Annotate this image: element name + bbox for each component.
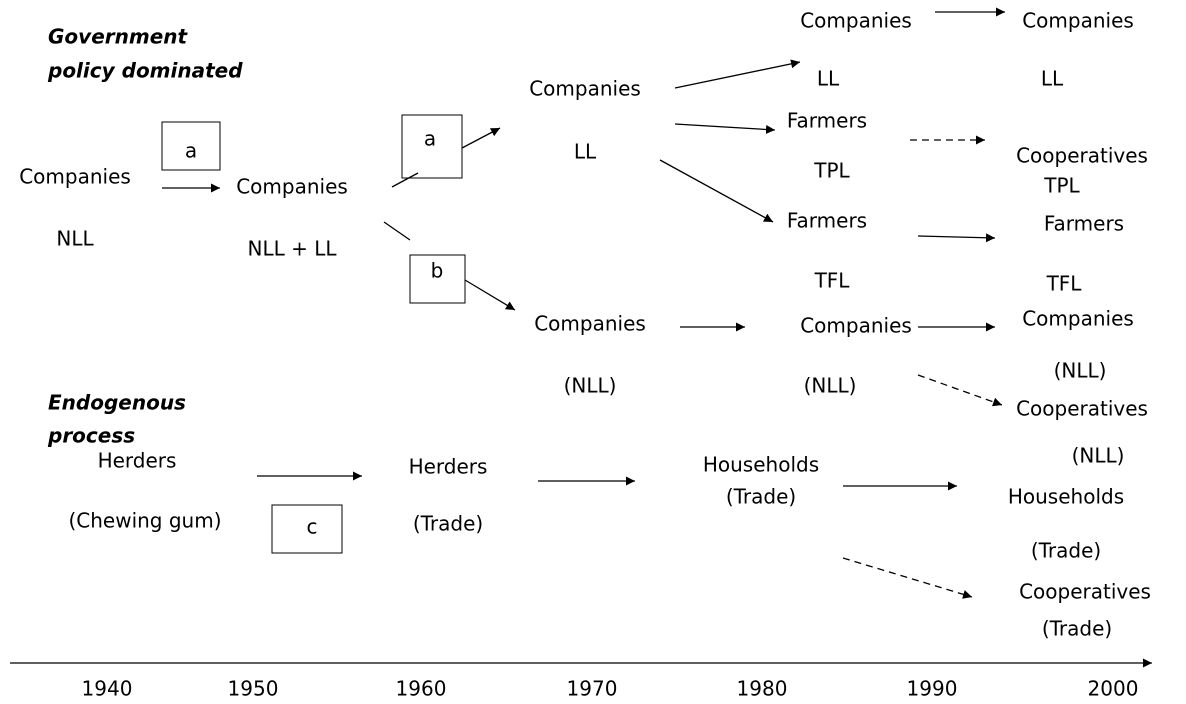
arrow [383, 221, 411, 241]
box-label: b [431, 259, 444, 283]
node: Cooperatives [1016, 144, 1148, 168]
year: 1940 [82, 677, 133, 701]
timeline: 1940 1950 1960 1970 1980 1990 2000 [82, 677, 1139, 701]
box-label: c [307, 515, 318, 539]
heading: process [47, 424, 135, 448]
node: (Chewing gum) [68, 509, 221, 533]
arrow [842, 557, 973, 599]
arrow [391, 172, 419, 188]
node: TFL [814, 269, 851, 293]
box-label: a [424, 127, 436, 151]
node: NLL [56, 227, 94, 251]
node: Herders [409, 455, 488, 479]
node: (NLL) [1072, 444, 1125, 468]
arrow [674, 123, 776, 134]
arrow [674, 59, 801, 89]
node: (NLL) [564, 374, 617, 398]
box [161, 121, 221, 171]
heading: Endogenous [48, 391, 186, 415]
node: Farmers [1044, 212, 1124, 236]
arrow [917, 233, 996, 243]
node: Companies [19, 165, 131, 189]
node: TFL [1046, 272, 1083, 296]
heading: policy dominated [47, 59, 243, 83]
heading: Government [48, 25, 189, 49]
year: 1950 [228, 677, 279, 701]
node: Companies [800, 314, 912, 338]
arrow [659, 159, 774, 223]
node: Companies [529, 77, 641, 101]
node: LL [817, 67, 840, 91]
node: Companies [1022, 307, 1134, 331]
node: Companies [800, 9, 912, 33]
node: Farmers [787, 109, 867, 133]
node: Farmers [787, 209, 867, 233]
node: Households [703, 453, 819, 477]
node: TPL [1043, 174, 1080, 198]
node: Cooperatives [1019, 580, 1151, 604]
arrow [917, 374, 1003, 407]
arrow [464, 279, 516, 311]
arrow [461, 127, 501, 149]
box [401, 114, 463, 179]
year: 2000 [1088, 677, 1139, 701]
node: Herders [98, 449, 177, 473]
year: 1960 [396, 677, 447, 701]
node: Companies [534, 312, 646, 336]
node: Companies [236, 175, 348, 199]
year: 1980 [737, 677, 788, 701]
nodes: Companies NLL Companies NLL + LL Compani… [19, 9, 1151, 641]
node: Households [1008, 485, 1124, 509]
node: TPL [813, 159, 850, 183]
node: (Trade) [1031, 539, 1101, 563]
arrows [10, 7, 1152, 668]
box-label: a [185, 139, 197, 163]
box [409, 254, 466, 304]
node: LL [574, 140, 597, 164]
box [271, 504, 343, 554]
node: (NLL) [804, 374, 857, 398]
node: (Trade) [413, 512, 483, 536]
node: LL [1041, 67, 1064, 91]
node: Companies [1022, 9, 1134, 33]
node: (NLL) [1054, 359, 1107, 383]
node: (Trade) [726, 485, 796, 509]
year: 1990 [907, 677, 958, 701]
node: NLL + LL [247, 237, 337, 261]
year: 1970 [567, 677, 618, 701]
node: Cooperatives [1016, 397, 1148, 421]
node: (Trade) [1042, 617, 1112, 641]
